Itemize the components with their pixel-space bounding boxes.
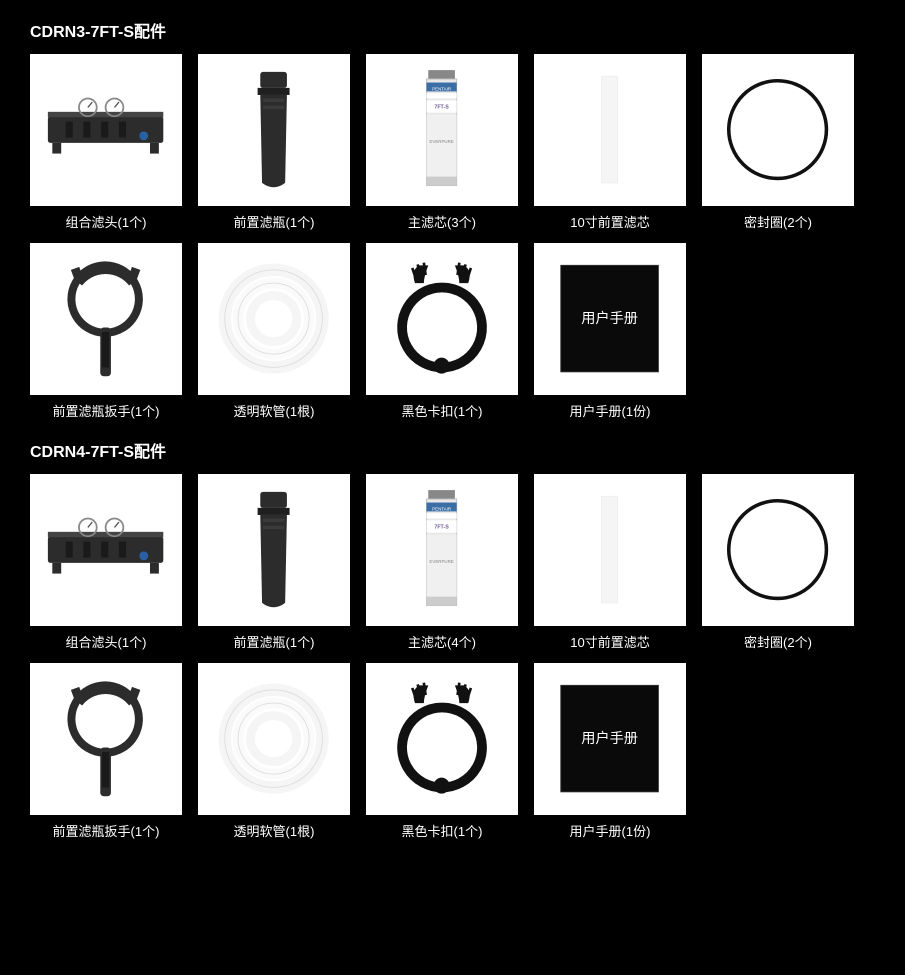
part-item: 透明软管(1根) bbox=[198, 243, 350, 420]
part-caption: 密封圈(2个) bbox=[744, 212, 812, 231]
part-item: 组合滤头(1个) bbox=[30, 474, 182, 651]
part-item: 前置滤瓶(1个) bbox=[198, 474, 350, 651]
part-item: 10寸前置滤芯 bbox=[534, 54, 686, 231]
main-filter-icon: PENTAIR 7FT-S EVERPURE bbox=[375, 483, 508, 616]
section-title: CDRN4-7FT-S配件 bbox=[30, 438, 875, 462]
part-image-box bbox=[30, 54, 182, 206]
part-caption: 用户手册(1份) bbox=[570, 821, 651, 840]
svg-text:用户手册: 用户手册 bbox=[582, 730, 639, 747]
part-item: PENTAIR 7FT-S EVERPURE 主滤芯(3个) bbox=[366, 54, 518, 231]
part-item: 密封圈(2个) bbox=[702, 54, 854, 231]
part-item: 黑色卡扣(1个) bbox=[366, 243, 518, 420]
pre-filter-icon bbox=[543, 483, 676, 616]
part-caption: 密封圈(2个) bbox=[744, 632, 812, 651]
part-image-box bbox=[198, 243, 350, 395]
part-item: 10寸前置滤芯 bbox=[534, 474, 686, 651]
parts-grid: 组合滤头(1个) 前置滤瓶(1个) PENTAIR 7FT-S EVERPURE… bbox=[30, 474, 875, 840]
part-caption: 组合滤头(1个) bbox=[66, 632, 147, 651]
part-item: 密封圈(2个) bbox=[702, 474, 854, 651]
part-item: 黑色卡扣(1个) bbox=[366, 663, 518, 840]
o-ring-icon bbox=[711, 63, 844, 196]
part-image-box bbox=[198, 54, 350, 206]
clip-icon bbox=[375, 252, 508, 385]
part-caption: 黑色卡扣(1个) bbox=[402, 821, 483, 840]
part-image-box bbox=[30, 663, 182, 815]
part-item: 组合滤头(1个) bbox=[30, 54, 182, 231]
part-item: 用户手册 用户手册(1份) bbox=[534, 663, 686, 840]
svg-text:EVERPURE: EVERPURE bbox=[430, 139, 454, 144]
manual-icon: 用户手册 bbox=[543, 672, 676, 805]
part-caption: 透明软管(1根) bbox=[234, 821, 315, 840]
part-caption: 前置滤瓶(1个) bbox=[234, 632, 315, 651]
part-image-box bbox=[534, 54, 686, 206]
part-caption: 10寸前置滤芯 bbox=[570, 632, 649, 651]
svg-text:用户手册: 用户手册 bbox=[582, 310, 639, 327]
part-image-box bbox=[198, 663, 350, 815]
part-image-box: 用户手册 bbox=[534, 243, 686, 395]
part-image-box bbox=[30, 243, 182, 395]
part-item: 前置滤瓶扳手(1个) bbox=[30, 243, 182, 420]
main-filter-icon: PENTAIR 7FT-S EVERPURE bbox=[375, 63, 508, 196]
part-caption: 用户手册(1份) bbox=[570, 401, 651, 420]
part-caption: 主滤芯(4个) bbox=[408, 632, 476, 651]
part-image-box bbox=[198, 474, 350, 626]
svg-text:PENTAIR: PENTAIR bbox=[433, 87, 452, 92]
part-caption: 前置滤瓶扳手(1个) bbox=[53, 821, 160, 840]
part-image-box bbox=[30, 474, 182, 626]
part-caption: 组合滤头(1个) bbox=[66, 212, 147, 231]
pre-bottle-icon bbox=[207, 63, 340, 196]
part-image-box: PENTAIR 7FT-S EVERPURE bbox=[366, 54, 518, 206]
part-caption: 10寸前置滤芯 bbox=[570, 212, 649, 231]
section-title: CDRN3-7FT-S配件 bbox=[30, 18, 875, 42]
part-caption: 主滤芯(3个) bbox=[408, 212, 476, 231]
part-caption: 黑色卡扣(1个) bbox=[402, 401, 483, 420]
wrench-icon bbox=[39, 252, 172, 385]
manual-icon: 用户手册 bbox=[543, 252, 676, 385]
part-item: 前置滤瓶(1个) bbox=[198, 54, 350, 231]
pre-filter-icon bbox=[543, 63, 676, 196]
part-image-box bbox=[702, 54, 854, 206]
part-item: 透明软管(1根) bbox=[198, 663, 350, 840]
part-image-box: 用户手册 bbox=[534, 663, 686, 815]
wrench-icon bbox=[39, 672, 172, 805]
svg-text:7FT-S: 7FT-S bbox=[435, 525, 450, 531]
clip-icon bbox=[375, 672, 508, 805]
parts-grid: 组合滤头(1个) 前置滤瓶(1个) PENTAIR 7FT-S EVERPURE… bbox=[30, 54, 875, 420]
o-ring-icon bbox=[711, 483, 844, 616]
part-caption: 前置滤瓶扳手(1个) bbox=[53, 401, 160, 420]
part-caption: 透明软管(1根) bbox=[234, 401, 315, 420]
hose-icon bbox=[207, 672, 340, 805]
part-image-box bbox=[366, 663, 518, 815]
pre-bottle-icon bbox=[207, 483, 340, 616]
part-image-box bbox=[534, 474, 686, 626]
part-item: PENTAIR 7FT-S EVERPURE 主滤芯(4个) bbox=[366, 474, 518, 651]
svg-text:7FT-S: 7FT-S bbox=[435, 105, 450, 111]
svg-text:PENTAIR: PENTAIR bbox=[433, 507, 452, 512]
hose-icon bbox=[207, 252, 340, 385]
filter-head-icon bbox=[39, 483, 172, 616]
part-image-box bbox=[366, 243, 518, 395]
filter-head-icon bbox=[39, 63, 172, 196]
svg-text:EVERPURE: EVERPURE bbox=[430, 559, 454, 564]
part-item: 用户手册 用户手册(1份) bbox=[534, 243, 686, 420]
part-caption: 前置滤瓶(1个) bbox=[234, 212, 315, 231]
part-image-box: PENTAIR 7FT-S EVERPURE bbox=[366, 474, 518, 626]
part-image-box bbox=[702, 474, 854, 626]
part-item: 前置滤瓶扳手(1个) bbox=[30, 663, 182, 840]
